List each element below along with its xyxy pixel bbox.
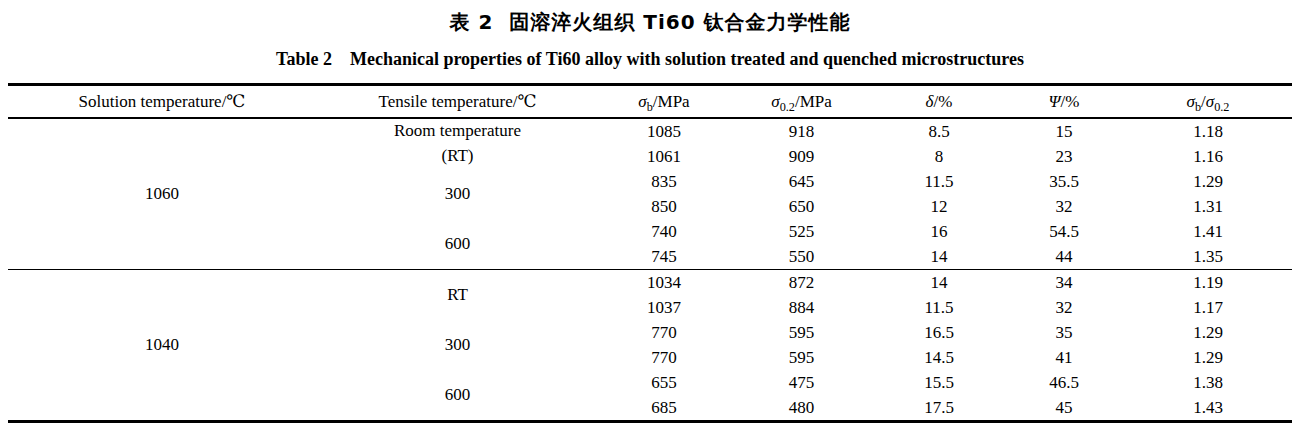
- cell-sigma-b: 1061: [599, 144, 729, 169]
- cell-delta: 15.5: [874, 370, 1004, 395]
- table-row: 1040 RT 1034 872 14 34 1.19: [8, 270, 1292, 296]
- cell-delta: 14: [874, 270, 1004, 296]
- cell-sigma-02: 884: [729, 295, 874, 320]
- cell-delta: 11.5: [874, 295, 1004, 320]
- cell-sigma-b: 770: [599, 320, 729, 345]
- cell-delta: 8.5: [874, 118, 1004, 144]
- cell-sigma-02: 525: [729, 219, 874, 244]
- ratio-sigma-b-symbol: σ: [1187, 92, 1195, 111]
- cell-sigma-b: 655: [599, 370, 729, 395]
- cell-ratio: 1.38: [1124, 370, 1292, 395]
- cell-sigma-02: 595: [729, 320, 874, 345]
- cell-sigma-02: 475: [729, 370, 874, 395]
- cell-psi: 46.5: [1004, 370, 1124, 395]
- caption-chinese: 表 2 固溶淬火组织 Ti60 钛合金力学性能: [0, 0, 1300, 36]
- cell-ratio: 1.29: [1124, 345, 1292, 370]
- cell-sigma-02: 595: [729, 345, 874, 370]
- cell-delta: 12: [874, 194, 1004, 219]
- cell-delta: 8: [874, 144, 1004, 169]
- cell-delta: 11.5: [874, 169, 1004, 194]
- ratio-sigma-02-subscript: 0.2: [1214, 100, 1229, 114]
- cell-psi: 54.5: [1004, 219, 1124, 244]
- cell-psi: 35: [1004, 320, 1124, 345]
- cell-sigma-02: 650: [729, 194, 874, 219]
- cell-psi: 41: [1004, 345, 1124, 370]
- cell-tensile-300: 300: [316, 169, 599, 219]
- cell-sigma-b: 835: [599, 169, 729, 194]
- sigma-b-symbol: σ: [638, 92, 646, 111]
- cell-sigma-b: 1085: [599, 118, 729, 144]
- cell-sigma-02: 872: [729, 270, 874, 296]
- cell-ratio: 1.29: [1124, 169, 1292, 194]
- cell-tensile-600: 600: [316, 370, 599, 422]
- cell-psi: 35.5: [1004, 169, 1124, 194]
- cell-ratio: 1.19: [1124, 270, 1292, 296]
- cell-sigma-02: 918: [729, 118, 874, 144]
- caption-english-label: Table 2: [276, 49, 332, 69]
- cell-psi: 15: [1004, 118, 1124, 144]
- col-header-ratio: σb/σ0.2: [1124, 85, 1292, 119]
- cell-ratio: 1.17: [1124, 295, 1292, 320]
- cell-delta: 16: [874, 219, 1004, 244]
- caption-english-text: Mechanical properties of Ti60 alloy with…: [350, 49, 1024, 69]
- cell-tensile-300: 300: [316, 320, 599, 370]
- cell-psi: 23: [1004, 144, 1124, 169]
- cell-sigma-02: 550: [729, 244, 874, 270]
- cell-psi: 32: [1004, 295, 1124, 320]
- cell-tensile-room-temperature: Room temperature (RT): [316, 118, 599, 169]
- sigma-02-symbol: σ: [771, 92, 779, 111]
- col-header-tensile-temperature: Tensile temperature/℃: [316, 85, 599, 119]
- cell-ratio: 1.16: [1124, 144, 1292, 169]
- ratio-sigma-02-symbol: σ: [1206, 92, 1214, 111]
- cell-sigma-b: 850: [599, 194, 729, 219]
- cell-sigma-b: 685: [599, 395, 729, 422]
- cell-delta: 17.5: [874, 395, 1004, 422]
- cell-delta: 14: [874, 244, 1004, 270]
- cell-sigma-b: 745: [599, 244, 729, 270]
- psi-symbol: Ψ: [1049, 92, 1061, 111]
- cell-sigma-b: 1034: [599, 270, 729, 296]
- col-header-solution-temperature: Solution temperature/℃: [8, 85, 316, 119]
- cell-ratio: 1.31: [1124, 194, 1292, 219]
- delta-unit: /%: [934, 92, 953, 111]
- cell-sigma-b: 1037: [599, 295, 729, 320]
- col-header-sigma-02: σ0.2/MPa: [729, 85, 874, 119]
- col-header-delta: δ/%: [874, 85, 1004, 119]
- cell-ratio: 1.35: [1124, 244, 1292, 270]
- cell-sigma-02: 645: [729, 169, 874, 194]
- col-header-sigma-b: σb/MPa: [599, 85, 729, 119]
- cell-solution-temp-1040: 1040: [8, 270, 316, 422]
- cell-sigma-02: 480: [729, 395, 874, 422]
- caption-chinese-text: 固溶淬火组织 Ti60 钛合金力学性能: [509, 10, 850, 34]
- cell-ratio: 1.18: [1124, 118, 1292, 144]
- cell-ratio: 1.41: [1124, 219, 1292, 244]
- cell-solution-temp-1060: 1060: [8, 118, 316, 270]
- caption-english: Table 2 Mechanical properties of Ti60 all…: [0, 49, 1300, 70]
- cell-sigma-02: 909: [729, 144, 874, 169]
- sigma-b-unit: /MPa: [653, 92, 690, 111]
- psi-unit: /%: [1061, 92, 1080, 111]
- cell-delta: 16.5: [874, 320, 1004, 345]
- cell-ratio: 1.29: [1124, 320, 1292, 345]
- caption-chinese-label: 表 2: [449, 10, 493, 34]
- delta-symbol: δ: [926, 92, 934, 111]
- cell-sigma-b: 740: [599, 219, 729, 244]
- cell-psi: 45: [1004, 395, 1124, 422]
- cell-psi: 32: [1004, 194, 1124, 219]
- tensile-label-line2: (RT): [441, 146, 473, 165]
- cell-tensile-600: 600: [316, 219, 599, 270]
- cell-psi: 44: [1004, 244, 1124, 270]
- tensile-label-line1: Room temperature: [394, 121, 521, 140]
- sigma-02-unit: /MPa: [795, 92, 832, 111]
- table-row: 1060 Room temperature(RT) 1085 918 8.5 1…: [8, 118, 1292, 144]
- col-header-psi: Ψ/%: [1004, 85, 1124, 119]
- header-row: Solution temperature/℃ Tensile temperatu…: [8, 85, 1292, 119]
- cell-ratio: 1.43: [1124, 395, 1292, 422]
- sigma-02-subscript: 0.2: [780, 100, 795, 114]
- cell-tensile-rt: RT: [316, 270, 599, 321]
- mechanical-properties-table: Solution temperature/℃ Tensile temperatu…: [8, 83, 1292, 423]
- cell-delta: 14.5: [874, 345, 1004, 370]
- cell-psi: 34: [1004, 270, 1124, 296]
- cell-sigma-b: 770: [599, 345, 729, 370]
